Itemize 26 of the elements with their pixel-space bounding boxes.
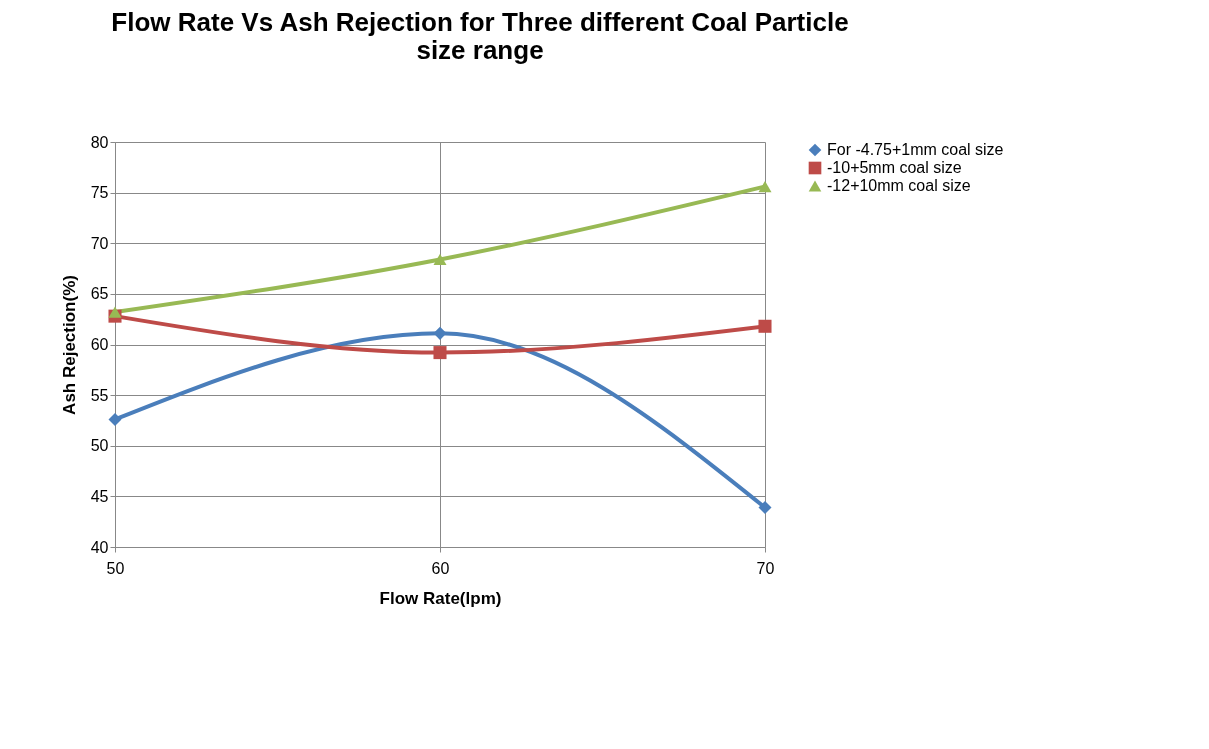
point: [433, 326, 447, 340]
y-tick-label: 80: [90, 133, 109, 151]
y-tick-label: 60: [90, 336, 109, 353]
y-tick-label: 75: [90, 184, 109, 202]
y-tick-label: 40: [90, 538, 109, 556]
point: [758, 319, 772, 333]
point: [108, 306, 122, 318]
point: [758, 500, 772, 515]
x-tick-label: 60: [431, 559, 450, 577]
y-tick-label: 70: [90, 234, 109, 252]
y-tick-label: 45: [90, 487, 109, 505]
legend-label: -12+10mm coal size: [827, 177, 971, 194]
legend-label: For -4.75+1mm coal size: [827, 141, 1004, 158]
point: [433, 253, 447, 266]
y-tick-label: 55: [90, 386, 109, 404]
x-axis-title: Flow Rate(lpm): [379, 588, 502, 608]
point: [433, 346, 447, 360]
y-tick-label: 65: [90, 285, 109, 303]
point: [108, 412, 122, 426]
y-axis-title: Ash Rejection(%): [59, 275, 79, 415]
point: [758, 180, 772, 193]
legend-label: -10+5mm coal size: [827, 159, 962, 176]
y-tick-label: 50: [90, 437, 109, 455]
chart-title: Flow Rate Vs Ash Rejection for Three different Coal Particle size range: [111, 7, 849, 65]
x-tick-label: 70: [756, 559, 775, 577]
x-tick-label: 50: [106, 559, 125, 577]
